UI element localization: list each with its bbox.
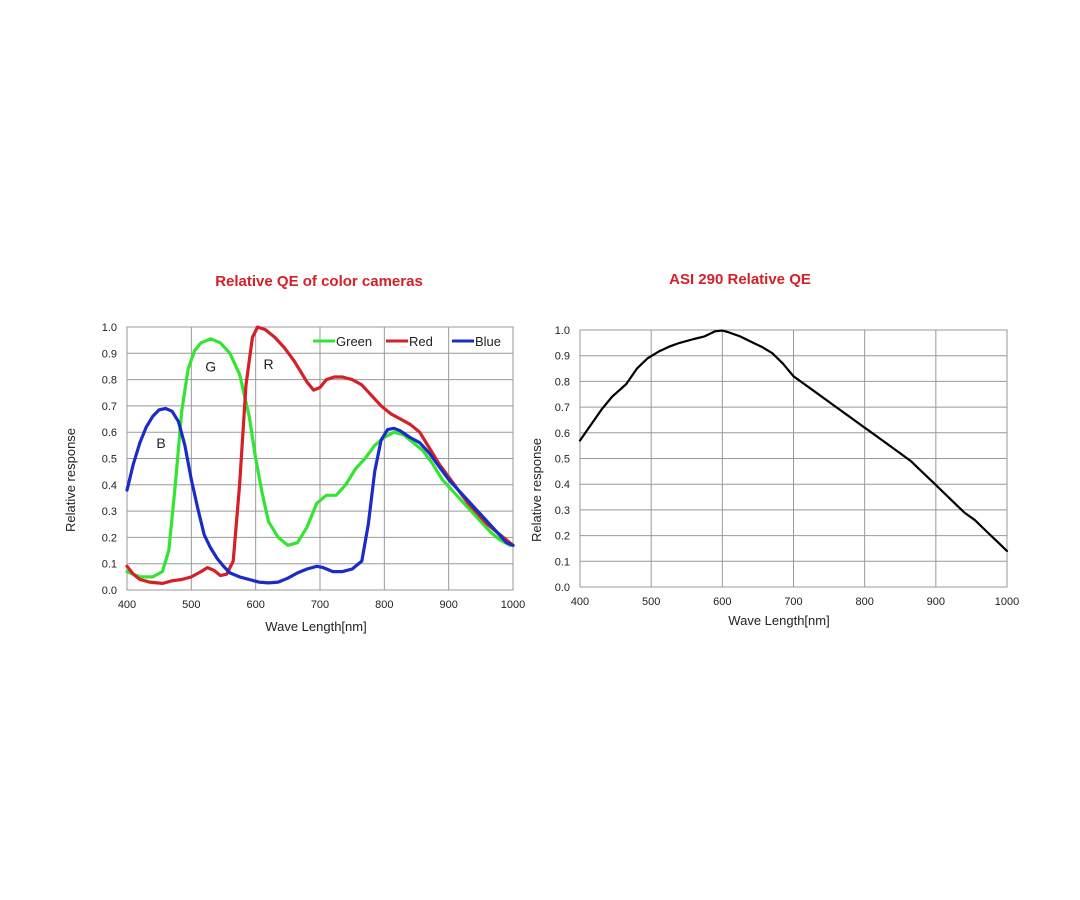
legend-label: Blue [475,334,501,349]
y-tick-label: 0.0 [102,585,117,597]
color-qe-chart: Relative QE of color cameras 0.00.10.20.… [63,273,525,634]
x-tick-label: 700 [784,596,802,608]
y-tick-label: 0.9 [102,348,117,360]
tick-labels: 0.0 0.1 0.2 0.3 0.4 0.5 0.6 0.7 0.8 0.9 1.0 400 500 6… [555,325,1020,608]
y-tick-label: 0.3 [102,506,117,518]
y-tick-label: 0.1 [102,559,117,571]
x-tick-label: 1000 [501,599,525,611]
y-tick-label: 0.1 [555,556,570,568]
x-tick-label: 800 [375,599,393,611]
series-layer [578,329,1009,553]
y-tick-label: 0.7 [102,401,117,413]
x-tick-label: 600 [246,599,264,611]
y-tick-label: 0.8 [555,376,570,388]
y-axis-label: Relative response [529,438,544,542]
y-tick-label: 0.4 [555,479,570,491]
y-axis-label: Relative response [63,428,78,532]
x-tick-label: 500 [642,596,660,608]
curve-annotation: B [156,435,165,451]
grid [579,329,1008,588]
x-tick-label: 600 [713,596,731,608]
y-tick-label: 0.5 [555,454,570,466]
y-tick-label: 0.5 [102,454,117,466]
y-tick-label: 0.2 [102,532,117,544]
x-tick-label: 400 [571,596,589,608]
y-tick-label: 0.6 [102,427,117,439]
tick-labels: 0.0 0.1 0.2 0.3 0.4 0.5 0.6 0.7 0.8 0.9 1.0 400 500 6… [102,322,526,611]
legend-label: Red [409,334,433,349]
chart-title: ASI 290 Relative QE [669,271,811,288]
series-line-blue [125,406,515,585]
series-layer [125,325,515,585]
y-tick-label: 1.0 [555,325,570,337]
y-tick-label: 0.2 [555,531,570,543]
curve-annotations: B G R [156,356,273,451]
series-line-green [125,337,515,579]
curve-annotation: R [263,356,273,372]
y-tick-label: 0.8 [102,375,117,387]
x-tick-label: 900 [439,599,457,611]
y-tick-label: 0.7 [555,402,570,414]
curve-annotation: G [205,359,216,375]
x-tick-label: 500 [182,599,200,611]
x-axis-label: Wave Length[nm] [265,619,366,634]
y-tick-label: 0.3 [555,505,570,517]
legend: Green Red Blue [313,334,501,349]
x-tick-label: 700 [311,599,329,611]
chart-title: Relative QE of color cameras [215,273,423,290]
legend-label: Green [336,334,372,349]
y-tick-label: 0.9 [555,351,570,363]
y-tick-label: 0.0 [555,582,570,594]
x-axis-label: Wave Length[nm] [728,613,829,628]
x-tick-label: 1000 [995,596,1019,608]
asi290-qe-chart: ASI 290 Relative QE 0.00.10.20.30.40.50.… [529,271,1019,628]
x-tick-label: 900 [927,596,945,608]
y-tick-label: 0.6 [555,428,570,440]
x-tick-label: 400 [118,599,136,611]
series-line-qe [578,329,1009,553]
y-tick-label: 1.0 [102,322,117,334]
y-tick-label: 0.4 [102,480,117,492]
x-tick-label: 800 [855,596,873,608]
